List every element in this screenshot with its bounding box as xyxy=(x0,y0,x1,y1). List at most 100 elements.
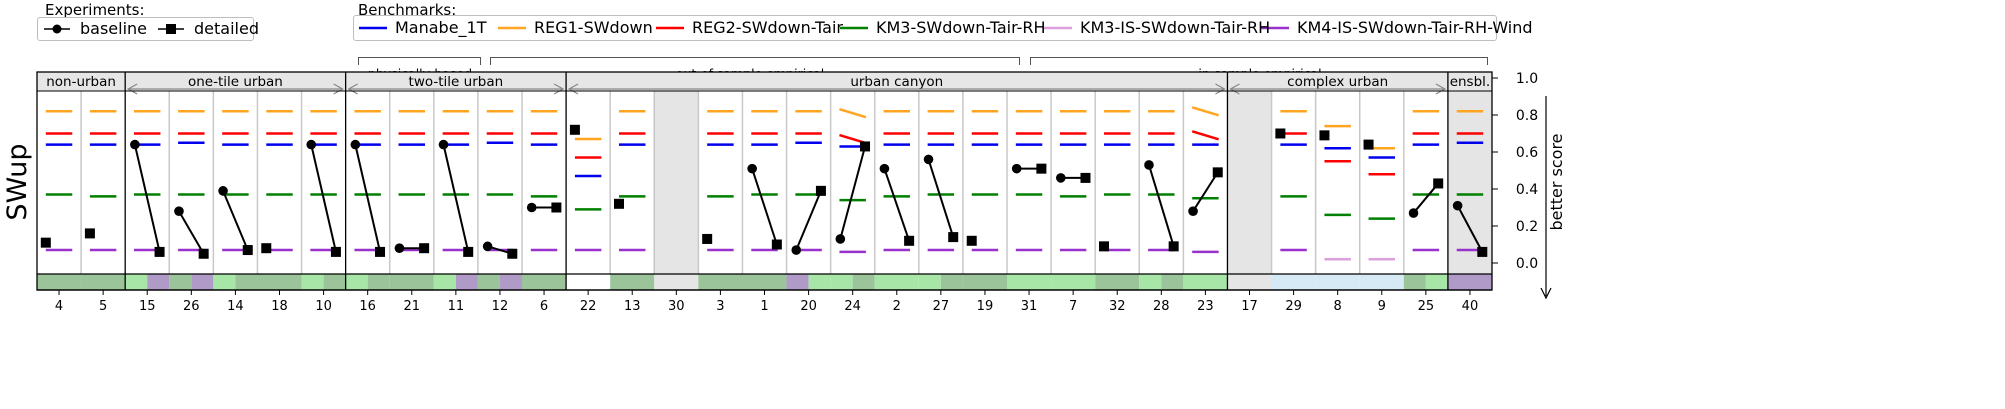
category-arrow-right xyxy=(553,83,565,95)
better-score-arrowhead xyxy=(1540,287,1552,300)
site-15-connector xyxy=(133,144,161,253)
category-0-label: non-urban xyxy=(46,74,116,90)
site-25-label: 25 xyxy=(1418,299,1435,314)
site-29-class-strip xyxy=(1271,274,1316,290)
site-4-detailed-point xyxy=(40,237,51,248)
site-24-class-strip xyxy=(830,274,853,290)
category-arrow-left xyxy=(126,83,138,95)
site-40-baseline-point xyxy=(1452,200,1463,211)
site-7-class-strip xyxy=(1051,274,1096,290)
site-20-class-strip xyxy=(786,274,809,290)
site-1-connector xyxy=(751,168,778,245)
site-3-label: 3 xyxy=(716,299,724,314)
experiments-legend: baseline detailed xyxy=(37,17,259,41)
category-5-label: ensbl. xyxy=(1450,74,1491,90)
site-9-class-strip xyxy=(1359,274,1404,290)
site-5-detailed-point xyxy=(84,228,95,239)
site-22-detailed-point xyxy=(569,124,580,135)
site-18-class-strip xyxy=(257,274,302,290)
site-3-detailed-point xyxy=(702,233,713,244)
site-27-detailed-point xyxy=(948,232,959,243)
category-arrow-left xyxy=(1229,83,1240,95)
category-arrow-right xyxy=(333,83,344,95)
site-20-connector xyxy=(795,190,822,251)
site-18-label: 18 xyxy=(271,299,288,314)
site-11-class-strip xyxy=(455,274,478,290)
site-5-class-strip xyxy=(81,274,126,290)
site-28-detailed-point xyxy=(1168,241,1179,252)
site-40-detailed-point xyxy=(1477,246,1488,257)
site-22-label: 22 xyxy=(580,299,597,314)
site-15-baseline-point xyxy=(130,139,140,150)
site-4-label: 4 xyxy=(55,299,63,314)
site-4-class-strip xyxy=(37,274,82,290)
site-19-class-strip xyxy=(962,274,1007,290)
category-header-bg xyxy=(37,72,126,91)
site-11-class-strip xyxy=(433,274,456,290)
site-27-baseline-point xyxy=(923,154,934,165)
site-2-connector xyxy=(883,168,911,242)
site-10-class-strip xyxy=(301,274,324,290)
site-16-class-strip xyxy=(367,274,390,290)
category-header-bg xyxy=(566,72,1228,91)
site-2-class-strip xyxy=(874,274,919,290)
site-25-detailed-point xyxy=(1433,178,1444,189)
site-20-baseline-point xyxy=(791,245,802,255)
site-31-baseline-point xyxy=(1011,163,1022,174)
site-25-class-strip xyxy=(1425,274,1448,290)
category-4-label: complex urban xyxy=(1287,74,1388,90)
site-23-class-strip xyxy=(1183,274,1228,290)
site-32-class-strip xyxy=(1095,274,1140,290)
site-25-class-strip xyxy=(1403,274,1426,290)
site-20-label: 20 xyxy=(800,299,817,314)
site-7-label: 7 xyxy=(1069,299,1077,314)
site-27-class-strip xyxy=(940,274,963,290)
benchmarks-legend-swatches xyxy=(359,26,1289,30)
site-21-detailed-point xyxy=(419,243,430,254)
legend-reg2-label: REG2-SWdown-Tair xyxy=(692,18,843,37)
site-40-class-strip xyxy=(1447,274,1492,290)
site-24-baseline-point xyxy=(835,234,846,244)
site-6-baseline-point xyxy=(526,202,537,213)
site-15-class-strip xyxy=(147,274,170,290)
site-26-class-strip xyxy=(191,274,214,290)
site-13-label: 13 xyxy=(624,299,641,314)
category-2-label: two-tile urban xyxy=(409,74,504,90)
site-18-detailed-point xyxy=(261,243,272,254)
site-21-baseline-point xyxy=(394,243,405,253)
site-10-connector xyxy=(310,144,337,253)
site-15-label: 15 xyxy=(139,299,156,314)
site-26-detailed-point xyxy=(198,248,209,259)
category-header-bg xyxy=(125,72,346,91)
site-16-class-strip xyxy=(345,274,368,290)
legend-km3-is-label: KM3-IS-SWdown-Tair-RH xyxy=(1080,18,1271,37)
site-17-missing-shade xyxy=(1227,91,1272,274)
site-10-baseline-point xyxy=(306,139,317,150)
baseline-marker-icon xyxy=(52,24,62,34)
site-14-class-strip xyxy=(213,274,236,290)
site-40-connector xyxy=(1456,205,1484,253)
site-19-detailed-point xyxy=(966,235,977,246)
better-score-label: better score xyxy=(1547,133,1566,230)
site-23-connector xyxy=(1192,171,1219,212)
out-of-sample-bracket xyxy=(490,57,1020,65)
site-12-class-strip xyxy=(477,274,500,290)
site-20-detailed-point xyxy=(815,185,826,196)
y-tick-label-1: 0.2 xyxy=(1516,219,1538,235)
site-14-class-strip xyxy=(235,274,258,290)
site-6-detailed-point xyxy=(551,202,562,213)
site-30-class-strip xyxy=(654,274,699,290)
site-24-class-strip xyxy=(852,274,875,290)
y-tick-label-5: 1.0 xyxy=(1516,71,1538,87)
experiments-legend-title: Experiments: xyxy=(45,1,145,19)
site-7-baseline-point xyxy=(1055,173,1066,183)
site-24-bench-1 xyxy=(839,107,867,119)
legend-km4-is-label: KM4-IS-SWdown-Tair-RH-Wind xyxy=(1297,18,1533,37)
site-1-label: 1 xyxy=(760,299,768,314)
y-tick-label-0: 0.0 xyxy=(1516,256,1538,272)
site-31-class-strip xyxy=(1007,274,1052,290)
legend-detailed-label: detailed xyxy=(194,19,259,38)
site-26-baseline-point xyxy=(174,206,184,216)
site-8-detailed-point xyxy=(1319,130,1330,141)
category-header-bg xyxy=(1227,72,1448,91)
